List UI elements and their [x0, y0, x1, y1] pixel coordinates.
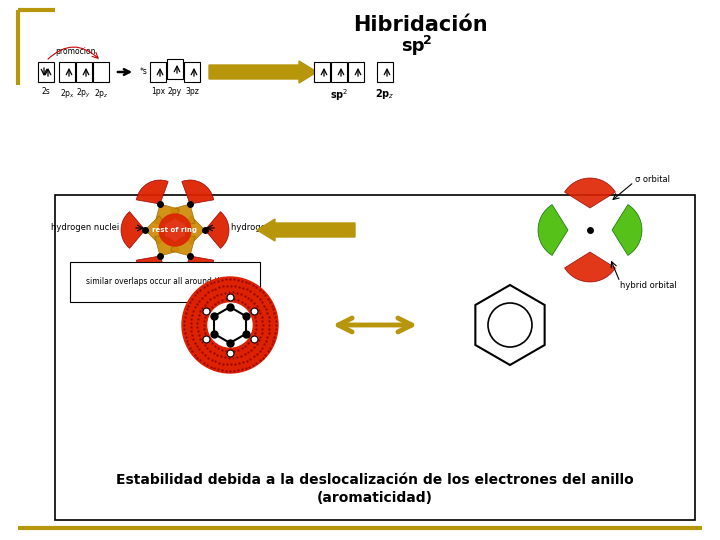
Circle shape	[208, 303, 252, 347]
Text: similar overlaps occur all around the ring: similar overlaps occur all around the ri…	[86, 278, 244, 287]
Bar	[76, 62, 92, 82]
Text: sp: sp	[401, 37, 425, 55]
Bar	[38, 62, 54, 82]
Wedge shape	[171, 204, 195, 224]
Text: Hibridación: Hibridación	[353, 15, 487, 35]
Text: 2p$_z$: 2p$_z$	[94, 87, 108, 100]
Circle shape	[159, 214, 191, 246]
Bar	[59, 62, 75, 82]
Bar	[150, 62, 166, 82]
Bar	[184, 62, 200, 82]
Text: 2: 2	[423, 33, 431, 46]
Circle shape	[182, 277, 278, 373]
Text: σ orbital: σ orbital	[635, 176, 670, 185]
Wedge shape	[155, 236, 179, 256]
Wedge shape	[564, 178, 616, 208]
Wedge shape	[145, 216, 165, 244]
Wedge shape	[564, 252, 616, 282]
Wedge shape	[181, 256, 214, 280]
Text: sp$^2$: sp$^2$	[330, 87, 348, 103]
FancyArrow shape	[257, 219, 355, 241]
Bar	[314, 62, 330, 82]
Bar	[55, 195, 695, 520]
FancyArrow shape	[209, 61, 317, 83]
Bar	[93, 62, 109, 82]
Text: (aromaticidad): (aromaticidad)	[317, 491, 433, 505]
Bar	[348, 62, 364, 82]
Text: 2py: 2py	[168, 87, 182, 96]
Wedge shape	[181, 180, 214, 204]
Text: 3pz: 3pz	[185, 87, 199, 96]
Wedge shape	[136, 180, 168, 204]
Text: Estabilidad debida a la deslocalización de los electrones del anillo: Estabilidad debida a la deslocalización …	[116, 473, 634, 487]
Text: *s: *s	[140, 66, 148, 76]
Bar	[331, 62, 347, 82]
Text: 1px: 1px	[151, 87, 165, 96]
Wedge shape	[136, 256, 168, 280]
Text: 2p$_x$: 2p$_x$	[60, 87, 74, 100]
Text: hydrogen nuc ei: hydrogen nuc ei	[231, 224, 300, 233]
Text: promocion: promocion	[55, 48, 95, 57]
Wedge shape	[538, 205, 568, 255]
Wedge shape	[155, 204, 179, 224]
Text: hybrid orbital: hybrid orbital	[620, 280, 677, 289]
Wedge shape	[185, 216, 205, 244]
Wedge shape	[171, 236, 195, 256]
Text: 2s: 2s	[42, 87, 50, 96]
Wedge shape	[205, 212, 229, 248]
Bar	[377, 62, 393, 82]
Wedge shape	[612, 205, 642, 255]
Text: 2p$_y$: 2p$_y$	[76, 87, 91, 100]
Text: rest of ring: rest of ring	[153, 227, 197, 233]
Bar	[167, 59, 183, 79]
Wedge shape	[121, 212, 145, 248]
Text: 2p$_z$: 2p$_z$	[375, 87, 395, 101]
Text: hydrogen nuclei: hydrogen nuclei	[50, 224, 119, 233]
